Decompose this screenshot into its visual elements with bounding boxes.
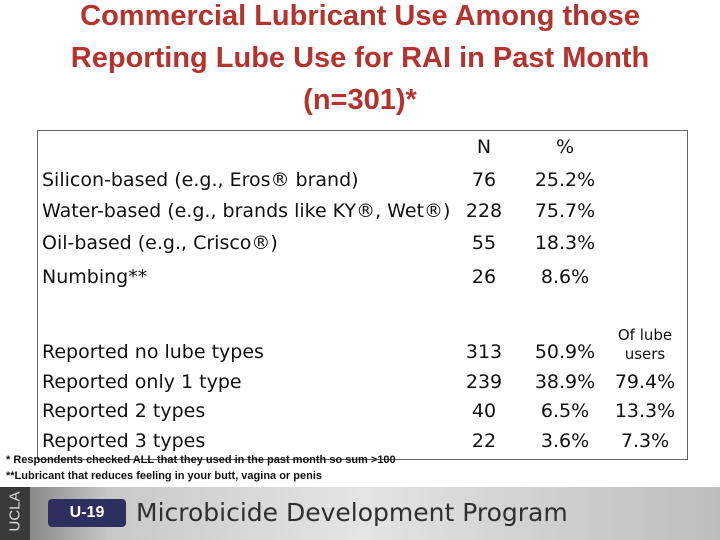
ucla-strip	[0, 487, 30, 540]
logo: U-19	[48, 499, 126, 527]
n-value: 40	[471, 400, 497, 422]
title-line: Reporting Lube Use for RAI in Past Month	[70, 42, 650, 74]
n-value: 26	[471, 266, 497, 288]
row-label: Reported only 1 type	[42, 371, 242, 393]
row-label: Silicon-based (e.g., Eros® brand)	[42, 169, 359, 191]
row-label: Reported 3 types	[42, 430, 206, 452]
lube-pct: 79.4%	[614, 371, 676, 393]
n-value: 239	[465, 371, 503, 393]
pct-value: 75.7%	[534, 200, 596, 222]
n-value: 55	[471, 232, 497, 254]
pct-value: 3.6%	[540, 430, 590, 452]
lube-pct: 13.3%	[614, 400, 676, 422]
n-value: 22	[471, 430, 497, 452]
row-label: Oil-based (e.g., Crisco®)	[42, 232, 278, 254]
row-label: Water-based (e.g., brands like KY®, Wet®…	[42, 200, 451, 222]
pct-value: 6.5%	[540, 400, 590, 422]
col-header: N	[476, 136, 492, 158]
ucla: UCLA	[6, 491, 24, 532]
col-header: Of lube users	[617, 326, 673, 363]
lube-pct: 7.3%	[620, 430, 670, 452]
title-line: (n=301)*	[303, 84, 417, 116]
row-label: Reported 2 types	[42, 400, 206, 422]
col-header: %	[555, 136, 575, 158]
row-label: Numbing**	[42, 266, 148, 288]
pct-value: 8.6%	[540, 266, 590, 288]
footnote: * Respondents checked ALL that they used…	[6, 454, 396, 466]
n-value: 228	[465, 200, 503, 222]
title-line: Commercial Lubricant Use Among those	[80, 0, 640, 32]
program: Microbicide Development Program	[136, 498, 568, 527]
n-value: 76	[471, 169, 497, 191]
pct-value: 18.3%	[534, 232, 596, 254]
pct-value: 50.9%	[534, 341, 596, 363]
banner: UCLA U-19 Microbicide Development Progra…	[0, 487, 720, 540]
pct-value: 25.2%	[534, 169, 596, 191]
footnote: **Lubricant that reduces feeling in your…	[6, 470, 322, 482]
pct-value: 38.9%	[534, 371, 596, 393]
table-box	[37, 130, 688, 460]
row-label: Reported no lube types	[42, 341, 264, 363]
n-value: 313	[465, 341, 503, 363]
